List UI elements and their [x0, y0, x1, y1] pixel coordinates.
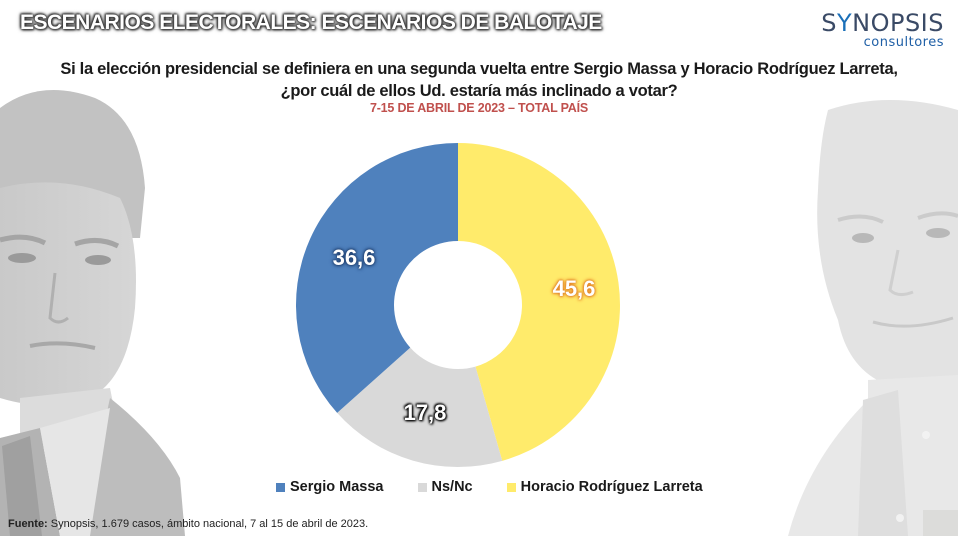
label-sergio-massa: 36,6	[332, 245, 376, 270]
chart-subtitle: 7-15 DE ABRIL DE 2023 – TOTAL PAÍS	[369, 101, 589, 115]
legend-swatch-blue	[276, 482, 285, 492]
donut-segment-ns-nc	[337, 347, 503, 467]
legend-item-ns-nc: Ns/Nc	[417, 479, 473, 495]
label-horacio-larreta: 45,6	[552, 276, 596, 301]
donut-chart: 36,6 45,6 17,8	[294, 141, 622, 469]
logo-subtitle: consultores	[863, 35, 944, 50]
logo-wordmark: SYNOPSIS	[821, 9, 944, 37]
sergio-massa-portrait	[0, 78, 185, 536]
question-line-2: ¿por cuál de ellos Ud. estaría más incli…	[280, 82, 678, 100]
question-line-1: Si la elección presidencial se definiera…	[60, 60, 898, 78]
donut-chart-svg	[296, 143, 620, 467]
source-footnote: Fuente: Synopsis, 1.679 casos, ámbito na…	[8, 518, 369, 530]
legend-swatch-yellow	[506, 482, 516, 492]
legend-item-sergio-massa: Sergio Massa	[276, 479, 384, 495]
donut-segment-sergio-massa	[296, 143, 458, 413]
slide-title: ESCENARIOS ELECTORALES: ESCENARIOS DE BA…	[20, 11, 602, 34]
synopsis-logo: SYNOPSIS consultores	[821, 11, 944, 50]
legend-item-horacio-larreta: Horacio Rodríguez Larreta	[506, 479, 703, 495]
donut-segment-horacio-rodr-guez-larreta	[458, 143, 620, 461]
survey-question: Si la elección presidencial se definiera…	[0, 58, 958, 102]
label-ns-nc: 17,8	[403, 400, 447, 425]
chart-legend: Sergio Massa Ns/Nc Horacio Rodríguez Lar…	[276, 479, 737, 495]
horacio-rodriguez-larreta-portrait	[768, 100, 958, 536]
legend-swatch-grey	[417, 482, 427, 492]
